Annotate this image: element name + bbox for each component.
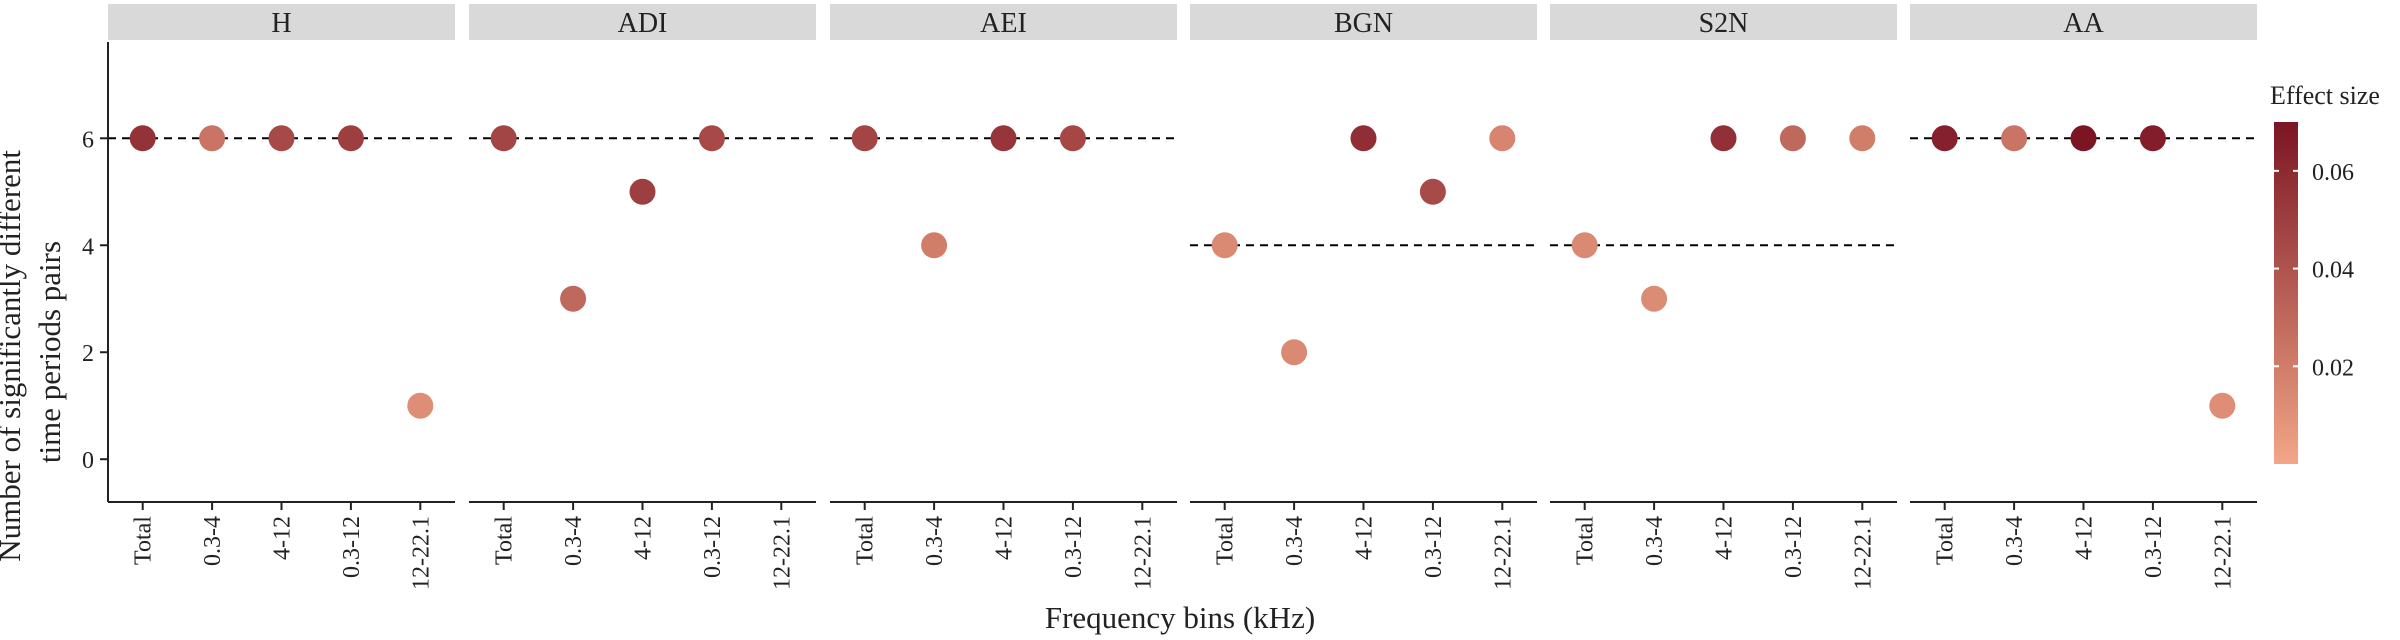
data-point bbox=[2070, 125, 2097, 152]
x-tick-label: 0.3-4 bbox=[200, 516, 226, 566]
facet-strip-label: BGN bbox=[1334, 8, 1393, 39]
legend-title: Effect size bbox=[2270, 81, 2380, 110]
x-tick-label: 0.3-12 bbox=[339, 516, 365, 578]
data-point bbox=[490, 125, 517, 152]
x-tick-label: 0.3-4 bbox=[922, 516, 948, 566]
data-point bbox=[2001, 125, 2028, 152]
data-point bbox=[1641, 285, 1668, 312]
x-tick-label: 0.3-4 bbox=[561, 516, 587, 566]
x-tick-label: 12-22.1 bbox=[1130, 516, 1156, 590]
x-tick-label: Total bbox=[1573, 516, 1599, 565]
facet-adi: ADI Total 0.3-4 4-12 0.3-12 12-22.1 bbox=[469, 4, 816, 590]
data-point bbox=[560, 285, 587, 312]
x-tick-label: Total bbox=[1933, 516, 1959, 565]
x-tick-label: 12-22.1 bbox=[408, 516, 434, 590]
y-tick-label: 0 bbox=[82, 448, 94, 474]
data-point bbox=[199, 125, 226, 152]
x-tick-label: 4-12 bbox=[992, 516, 1018, 560]
data-point bbox=[129, 125, 156, 152]
y-tick-label: 4 bbox=[82, 234, 94, 260]
data-point bbox=[407, 392, 434, 419]
facet-strip-label: S2N bbox=[1699, 8, 1749, 39]
data-point bbox=[1281, 339, 1308, 366]
legend-colorbar bbox=[2274, 122, 2298, 464]
facet-strip bbox=[108, 4, 455, 40]
x-tick-label: 12-22.1 bbox=[1850, 516, 1876, 590]
facet-aa: AA Total 0.3-4 4-12 0.3-12 12-22.1 bbox=[1910, 4, 2257, 590]
x-tick-label: 4-12 bbox=[1712, 516, 1738, 560]
y-axis: 0 2 4 6 bbox=[82, 42, 109, 502]
facet-strip-label: ADI bbox=[618, 8, 668, 39]
data-point bbox=[1350, 125, 1377, 152]
legend-tick-label: 0.04 bbox=[2312, 258, 2354, 284]
data-point bbox=[2209, 392, 2236, 419]
x-tick-label: 0.3-4 bbox=[2002, 516, 2028, 566]
data-point bbox=[2139, 125, 2166, 152]
facet-aei: AEI Total 0.3-4 4-12 0.3-12 12-22.1 bbox=[830, 4, 1177, 590]
x-tick-label: 0.3-4 bbox=[1282, 516, 1308, 566]
y-tick-label: 6 bbox=[82, 127, 94, 153]
x-tick-label: Total bbox=[853, 516, 879, 565]
data-point bbox=[1571, 232, 1598, 259]
y-axis-title-line-2: time periods pairs bbox=[32, 241, 67, 463]
data-point bbox=[1059, 125, 1086, 152]
x-tick-label: Total bbox=[492, 516, 518, 565]
data-point bbox=[337, 125, 364, 152]
x-tick-label: 0.3-12 bbox=[2141, 516, 2167, 578]
data-point bbox=[629, 178, 656, 205]
x-tick-label: 4-12 bbox=[1352, 516, 1378, 560]
x-tick-label: Total bbox=[131, 516, 157, 565]
facet-h: H Total 0.3-4 4-12 0.3-12 12-22.1 bbox=[108, 4, 455, 590]
x-axis-title: Frequency bins (kHz) bbox=[1045, 600, 1315, 635]
facet-strip-label: H bbox=[271, 8, 291, 39]
facet-strip bbox=[1550, 4, 1897, 40]
facet-strip bbox=[1910, 4, 2257, 40]
facet-bgn: BGN Total 0.3-4 4-12 0.3-12 12-22.1 bbox=[1190, 4, 1537, 590]
x-tick-label: 4-12 bbox=[631, 516, 657, 560]
data-point bbox=[698, 125, 725, 152]
facet-strip-label: AEI bbox=[980, 8, 1027, 39]
data-point bbox=[1779, 125, 1806, 152]
x-tick-label: 0.3-12 bbox=[1421, 516, 1447, 578]
data-point bbox=[1419, 178, 1446, 205]
data-point bbox=[1931, 125, 1958, 152]
data-point bbox=[1489, 125, 1516, 152]
x-tick-label: 4-12 bbox=[2072, 516, 2098, 560]
x-tick-label: Total bbox=[1213, 516, 1239, 565]
x-tick-label: 12-22.1 bbox=[769, 516, 795, 590]
x-tick-label: 12-22.1 bbox=[1490, 516, 1516, 590]
x-tick-label: 4-12 bbox=[270, 516, 296, 560]
facet-strip bbox=[1190, 4, 1537, 40]
facet-strip-label: AA bbox=[2063, 8, 2104, 39]
data-point bbox=[921, 232, 948, 259]
legend-tick-label: 0.06 bbox=[2312, 160, 2354, 186]
x-tick-label: 0.3-12 bbox=[1061, 516, 1087, 578]
facet-s2n: S2N Total 0.3-4 4-12 0.3-12 12-22.1 bbox=[1550, 4, 1897, 590]
data-point bbox=[268, 125, 295, 152]
x-tick-label: 12-22.1 bbox=[2210, 516, 2236, 590]
data-point bbox=[851, 125, 878, 152]
effect-size-legend: Effect size 0.02 0.04 0.06 bbox=[2270, 81, 2380, 464]
x-tick-label: 0.3-12 bbox=[1781, 516, 1807, 578]
y-axis-title: Number of significantly different time p… bbox=[0, 142, 67, 562]
facet-panels: H Total 0.3-4 4-12 0.3-12 12-22.1 ADI Total 0.3-… bbox=[108, 4, 2257, 590]
data-point bbox=[990, 125, 1017, 152]
facet-strip bbox=[469, 4, 816, 40]
data-point bbox=[1710, 125, 1737, 152]
y-tick-label: 2 bbox=[82, 341, 94, 367]
y-axis-title-line-1: Number of significantly different bbox=[0, 150, 27, 562]
legend-tick-label: 0.02 bbox=[2312, 355, 2354, 381]
data-point bbox=[1849, 125, 1876, 152]
facet-strip bbox=[830, 4, 1177, 40]
x-tick-label: 0.3-4 bbox=[1642, 516, 1668, 566]
data-point bbox=[1211, 232, 1238, 259]
x-tick-label: 0.3-12 bbox=[700, 516, 726, 578]
